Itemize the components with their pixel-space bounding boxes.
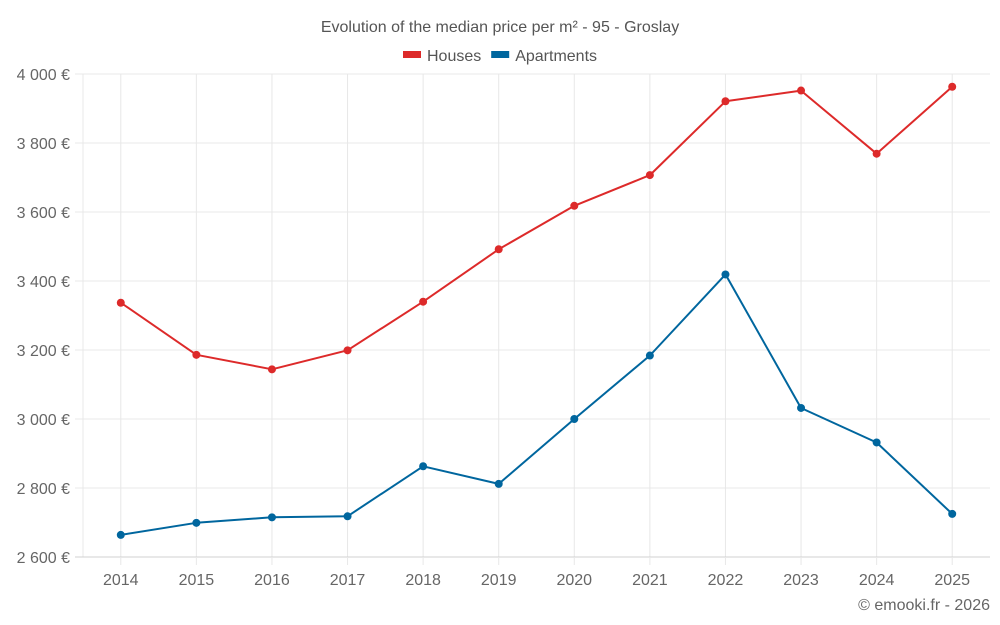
data-point-apartments[interactable]	[192, 518, 201, 527]
x-tick-label: 2019	[481, 572, 517, 589]
data-point-houses[interactable]	[494, 245, 503, 254]
data-point-apartments[interactable]	[645, 351, 654, 360]
data-point-apartments[interactable]	[343, 512, 352, 521]
x-tick-label: 2020	[556, 572, 592, 589]
legend-label: Houses	[427, 48, 481, 65]
data-point-houses[interactable]	[645, 171, 654, 180]
data-point-houses[interactable]	[872, 149, 881, 158]
series-layer	[116, 82, 957, 539]
chart-title: Evolution of the median price per m² - 9…	[321, 19, 679, 36]
data-point-houses[interactable]	[343, 346, 352, 355]
data-point-houses[interactable]	[419, 297, 428, 306]
credit-text: © emooki.fr - 2026	[858, 597, 990, 614]
data-point-apartments[interactable]	[267, 513, 276, 522]
data-point-apartments[interactable]	[721, 270, 730, 279]
series-apartments	[116, 270, 957, 539]
legend-item-apartments[interactable]: Apartments	[491, 48, 597, 65]
data-point-apartments[interactable]	[948, 509, 957, 518]
data-point-houses[interactable]	[570, 201, 579, 210]
legend-swatch	[491, 51, 510, 58]
y-tick-label: 2 800 €	[17, 481, 70, 498]
x-tick-label: 2017	[330, 572, 366, 589]
y-tick-label: 2 600 €	[17, 550, 70, 567]
data-point-apartments[interactable]	[797, 403, 806, 412]
data-point-houses[interactable]	[948, 82, 957, 91]
legend: Houses Apartments	[403, 48, 597, 65]
x-tick-label: 2022	[708, 572, 744, 589]
grid	[82, 73, 990, 557]
y-tick-label: 3 800 €	[17, 136, 70, 153]
y-tick-label: 3 400 €	[17, 274, 70, 291]
x-tick-label: 2023	[783, 572, 819, 589]
x-tick-label: 2018	[405, 572, 441, 589]
y-axis: 2 600 € 2 800 € 3 000 € 3 200 € 3 400 € 3 600…	[17, 67, 83, 567]
x-tick-label: 2025	[934, 572, 970, 589]
series-line-apartments	[120, 273, 953, 536]
x-axis: 2014 2015 2016 2017 2018 2019 2020 2021 2022 2023…	[75, 556, 990, 589]
data-point-apartments[interactable]	[570, 415, 579, 423]
x-tick-label: 2016	[254, 572, 290, 589]
y-tick-label: 3 000 €	[17, 412, 70, 429]
y-tick-label: 3 600 €	[17, 205, 70, 222]
y-tick-label: 4 000 €	[17, 67, 70, 84]
data-point-houses[interactable]	[797, 86, 806, 95]
legend-item-houses[interactable]: Houses	[403, 48, 481, 65]
data-point-apartments[interactable]	[872, 438, 881, 447]
data-point-houses[interactable]	[192, 350, 201, 359]
data-point-houses[interactable]	[116, 298, 125, 307]
legend-label: Apartments	[515, 48, 597, 65]
x-tick-label: 2021	[632, 572, 668, 589]
x-tick-label: 2014	[103, 572, 139, 589]
series-line-houses	[120, 86, 953, 371]
series-houses	[116, 82, 957, 374]
data-point-houses[interactable]	[721, 97, 730, 106]
data-point-apartments[interactable]	[419, 462, 428, 471]
x-tick-label: 2024	[859, 572, 895, 589]
x-tick-label: 2015	[179, 572, 215, 589]
y-tick-label: 3 200 €	[17, 343, 70, 360]
legend-swatch	[403, 51, 421, 58]
data-point-apartments[interactable]	[116, 530, 125, 539]
data-point-houses[interactable]	[267, 365, 276, 374]
data-point-apartments[interactable]	[494, 479, 503, 488]
